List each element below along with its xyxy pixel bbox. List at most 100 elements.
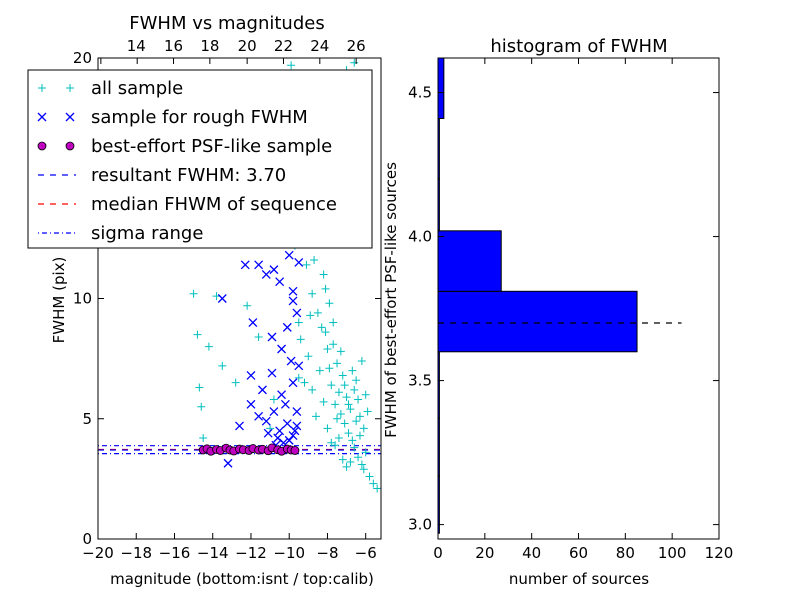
histogram-title: histogram of FWHM [490,36,667,57]
plus-point [204,342,213,351]
x-point [254,411,264,421]
y-tick-label: 4.5 [408,84,432,102]
plus-point [348,436,357,445]
plus-point [359,465,368,474]
x-point [248,318,258,328]
circle-point [290,446,300,455]
x-point [246,399,256,409]
legend-entry: sigma range [38,223,203,244]
plus-point [329,340,338,349]
plus-point [308,289,317,298]
plus-point [344,400,353,409]
x-point [257,385,267,395]
x-tick-label: −14 [197,544,229,562]
x-point [277,344,287,354]
legend-label: median FHWM of sequence [91,194,337,215]
legend-entry: best-effort PSF-like sample [37,136,332,157]
plus-point [323,424,332,433]
plus-point [373,484,382,493]
x-point [282,419,292,429]
plus-point [300,378,309,387]
y-tick-label: 10 [73,290,92,308]
plus-point [304,352,313,361]
plus-point [325,364,334,373]
plus-point [334,388,343,397]
x-tick-label: −12 [235,544,267,562]
x-point [267,368,277,378]
histogram-x-axis-label: number of sources [509,570,649,588]
x-point [269,407,279,416]
legend-entries: all sample sample for rough FWHM best-effo… [37,78,337,244]
plus-point [325,299,334,308]
plus-point [350,385,359,394]
plus-point [361,390,370,399]
x-point [292,421,302,431]
x-point [282,322,292,332]
scatter-top-ticks: 14 16 18 20 22 24 26 [100,37,366,64]
series-0 [189,58,382,493]
top-tick-label: 18 [200,37,219,55]
scatter-y-ticks: 0 5 10 20 [73,49,381,548]
top-tick-label: 26 [347,37,366,55]
plus-point [218,361,227,370]
plus-point [199,433,208,442]
scatter-x-ticks: −20 −18 −16 −14 −12 −10 −8 −6 [82,533,377,562]
x-point [261,416,271,426]
plus-point [193,330,202,339]
plus-point [355,431,364,440]
scatter-points [189,58,382,493]
plus-point [319,270,328,279]
histogram-y-axis-label: FWHM of best-effort PSF-like sources [382,162,400,438]
plus-point [243,301,252,310]
y-tick-label: 3.5 [408,372,432,390]
plus-point [340,381,349,390]
histogram-bar [437,290,638,353]
top-tick-label: 20 [238,37,257,55]
x-point [290,426,300,436]
x-point [273,433,283,443]
x-point [246,371,256,380]
legend-entry: sample for rough FWHM [37,107,308,128]
legend-entry: all sample [38,78,183,99]
x-tick-label: 60 [569,544,588,562]
plus-point [294,318,303,327]
x-tick-label: 120 [705,544,734,562]
plus-point [327,381,336,390]
x-point [284,435,294,445]
y-tick-label: 4.0 [408,228,432,246]
x-tick-label: −8 [316,544,338,562]
x-tick-label: −18 [120,544,152,562]
plus-point [338,455,347,464]
top-tick-label: 22 [274,37,293,55]
legend: all sample sample for rough FWHM best-effo… [27,69,373,249]
plus-point [357,460,366,469]
x-point [223,458,233,468]
plus-point [254,332,263,341]
x-point [261,269,271,279]
x-point [263,428,273,438]
plus-point [329,318,338,327]
plus-point [333,359,342,368]
legend-entry: resultant FWHM: 3.70 [38,165,286,186]
histogram-axes: 0 20 40 60 80 100 120 3.0 3.5 4.0 4.5 histogram o… [382,36,733,588]
scatter-x-axis-label: magnitude (bottom:isnt / top:calib) [110,570,374,588]
x-point [277,390,287,400]
plus-point [308,385,317,394]
plus-point [197,402,206,411]
plus-point [369,479,378,488]
legend-marker [38,84,46,92]
y-tick-label: 3.0 [408,516,432,534]
x-tick-label: −6 [355,544,377,562]
x-point [269,265,279,275]
plus-point [346,405,355,414]
x-point [294,257,304,267]
x-tick-label: −20 [82,544,114,562]
x-point [288,286,298,296]
plus-point [323,345,332,354]
x-point [288,296,298,306]
series-1 [217,250,304,468]
legend-marker [65,112,75,122]
top-tick-label: 24 [310,37,329,55]
x-point [267,332,277,342]
